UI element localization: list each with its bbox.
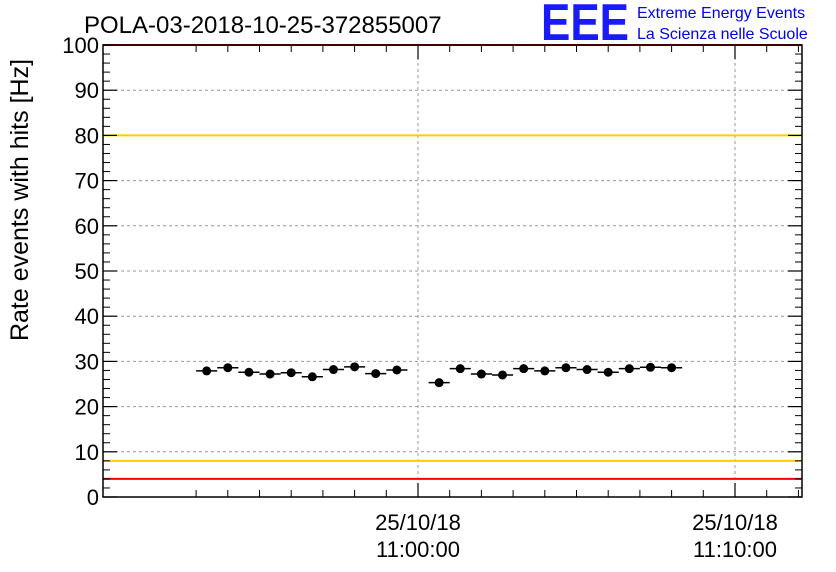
point-marker bbox=[202, 366, 212, 376]
data-point bbox=[365, 369, 387, 379]
chart-title: POLA-03-2018-10-25-372855007 bbox=[84, 12, 442, 39]
point-marker bbox=[223, 363, 233, 373]
point-marker bbox=[307, 372, 317, 382]
data-point bbox=[259, 369, 281, 379]
data-point bbox=[597, 367, 619, 377]
y-tick-label: 10 bbox=[75, 440, 99, 465]
y-tick-label: 70 bbox=[75, 169, 99, 194]
eee-logo-letters: EEE bbox=[541, 0, 629, 52]
data-point bbox=[301, 372, 323, 382]
point-marker bbox=[265, 369, 275, 379]
y-tick-label: 20 bbox=[75, 395, 99, 420]
point-marker bbox=[434, 378, 444, 388]
eee-logo-line2: La Scienza nelle Scuole bbox=[637, 26, 808, 43]
y-tick-label: 90 bbox=[75, 78, 99, 103]
point-marker bbox=[645, 362, 655, 372]
x-tick-label-date: 25/10/18 bbox=[375, 510, 461, 535]
x-tick-label-date: 25/10/18 bbox=[692, 510, 778, 535]
point-marker bbox=[455, 364, 465, 374]
data-point bbox=[534, 366, 556, 376]
data-point bbox=[470, 369, 492, 379]
reference-lines bbox=[103, 44, 802, 480]
point-marker bbox=[498, 370, 508, 380]
point-marker bbox=[582, 365, 592, 375]
data-point bbox=[491, 370, 514, 380]
point-marker bbox=[371, 369, 381, 379]
data-point bbox=[344, 362, 366, 372]
point-marker bbox=[244, 367, 254, 377]
y-tick-labels: 0 10 20 30 40 50 60 70 80 90 100 bbox=[62, 33, 99, 510]
data-point bbox=[449, 364, 471, 374]
point-marker bbox=[328, 365, 338, 375]
x-tick-label-time: 11:00:00 bbox=[376, 537, 460, 562]
data-point bbox=[618, 364, 640, 374]
data-point bbox=[576, 365, 598, 375]
point-marker bbox=[624, 364, 634, 374]
data-point bbox=[238, 367, 260, 377]
y-tick-label: 50 bbox=[75, 259, 99, 284]
y-tick-label: 30 bbox=[75, 349, 99, 374]
point-marker bbox=[603, 367, 613, 377]
point-marker bbox=[540, 366, 550, 376]
point-marker bbox=[350, 362, 360, 372]
y-tick-label: 80 bbox=[75, 123, 99, 148]
point-marker bbox=[561, 363, 571, 373]
data-point bbox=[322, 365, 345, 375]
y-axis-title: Rate events with hits [Hz] bbox=[6, 59, 34, 341]
point-marker bbox=[392, 365, 402, 375]
grid bbox=[103, 45, 802, 497]
data-point bbox=[639, 362, 662, 372]
point-marker bbox=[476, 369, 486, 379]
axis-ticks bbox=[103, 44, 802, 498]
data-point bbox=[555, 363, 577, 373]
data-point bbox=[661, 363, 683, 373]
y-tick-label: 100 bbox=[62, 33, 99, 58]
y-tick-label: 40 bbox=[75, 304, 99, 329]
data-point bbox=[513, 364, 535, 374]
point-marker bbox=[667, 363, 677, 373]
data-point bbox=[196, 366, 218, 376]
y-tick-label: 0 bbox=[87, 485, 99, 510]
point-marker bbox=[286, 368, 296, 378]
data-point bbox=[280, 368, 302, 378]
data-point bbox=[428, 378, 450, 388]
data-point bbox=[217, 363, 239, 373]
eee-logo: EEE Extreme Energy Events La Scienza nel… bbox=[541, 0, 808, 52]
data-point bbox=[386, 365, 408, 375]
x-tick-label-time: 11:10:00 bbox=[693, 537, 777, 562]
point-marker bbox=[519, 364, 529, 374]
data-points bbox=[196, 362, 683, 388]
eee-logo-line1: Extreme Energy Events bbox=[637, 5, 805, 22]
y-tick-label: 60 bbox=[75, 214, 99, 239]
